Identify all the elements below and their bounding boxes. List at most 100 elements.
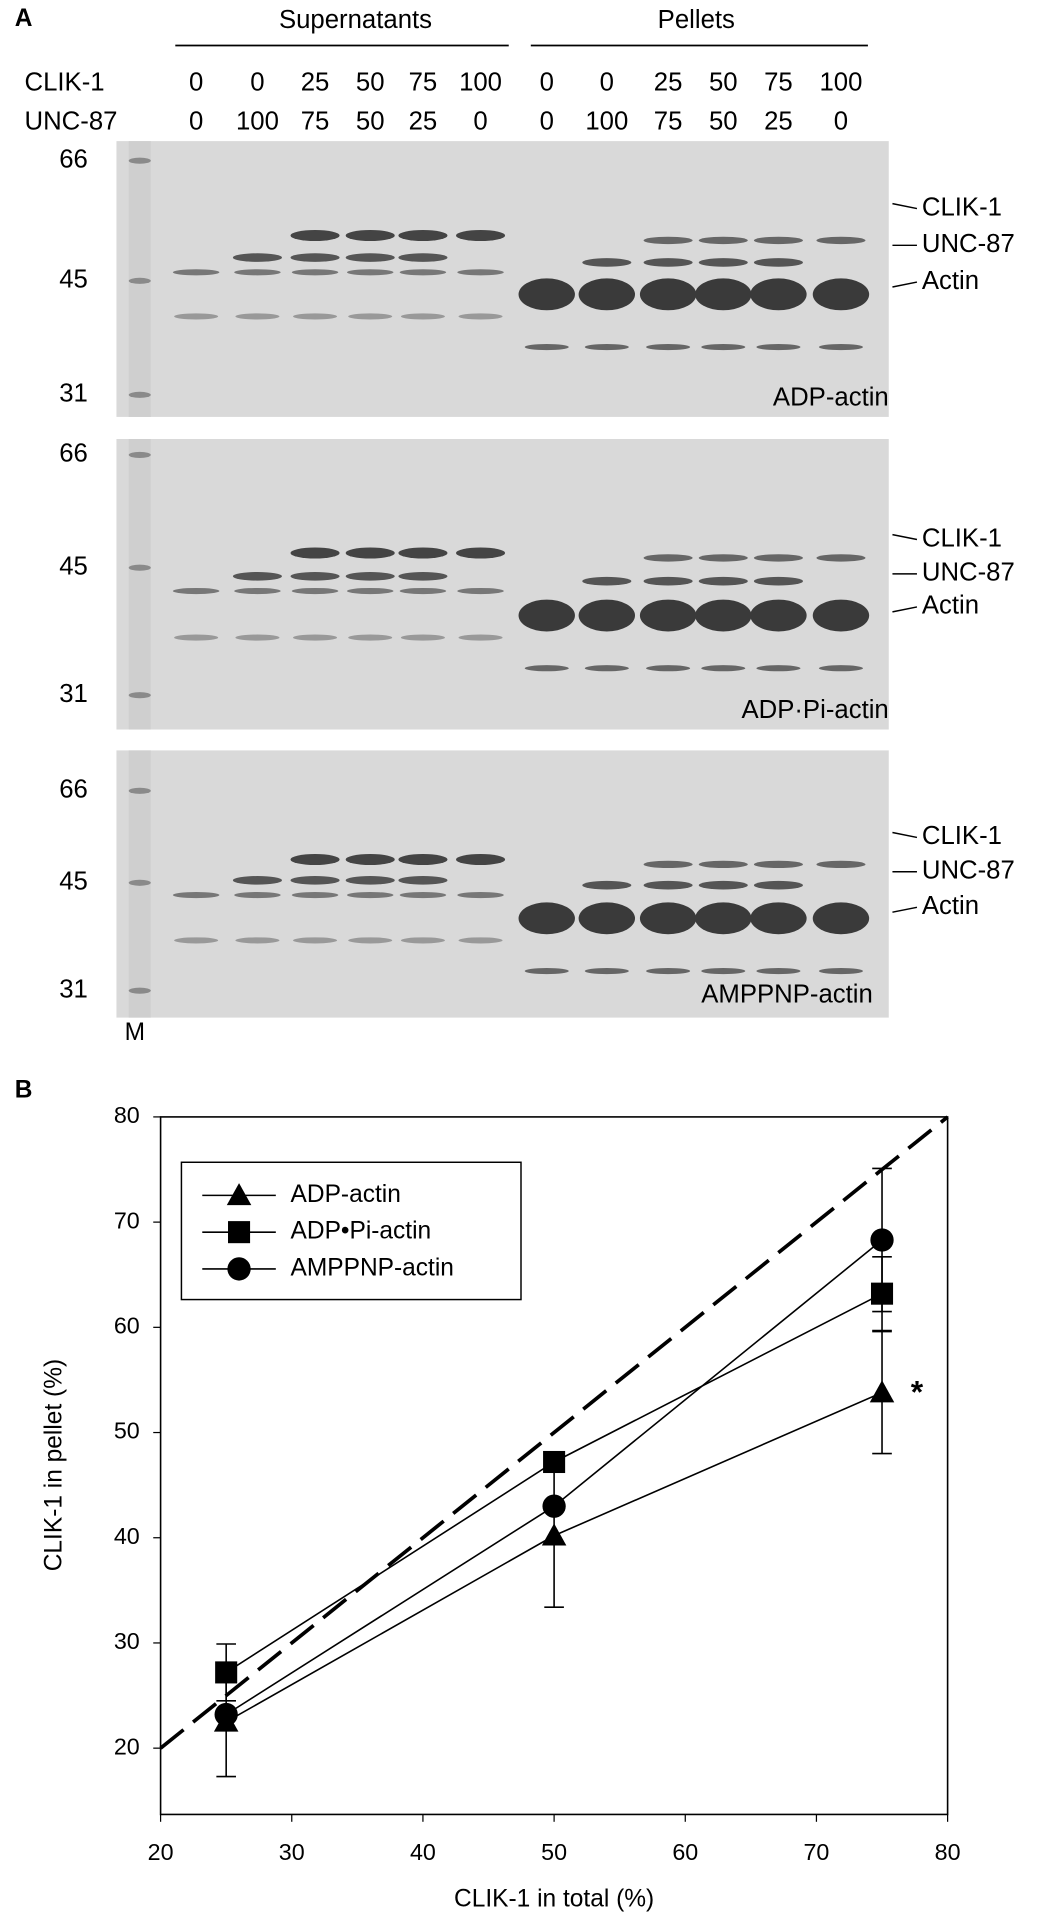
gels: 66 45 31 CLIK-1 UNC-87 Actin ADP-actin 66 45 31 CL… [59,141,1015,1018]
band-label: Actin [922,267,979,295]
marker-band [128,157,151,164]
marker [228,1221,251,1244]
band [524,343,569,351]
marker [214,1702,238,1727]
band [582,258,632,267]
band [345,229,395,242]
band [456,229,506,242]
unc87-amount: 0 [473,108,487,136]
band [290,253,340,262]
y-tick-label: 40 [114,1523,140,1549]
band [456,547,506,559]
band [643,258,693,267]
band [345,547,395,559]
unc87-amount: 0 [540,108,554,136]
band [818,343,864,351]
band [235,937,280,944]
panel-label: B [15,1077,33,1104]
clik1-amount: 0 [540,68,554,96]
band [518,599,575,632]
band-label: CLIK-1 [922,193,1002,221]
gel-name: ADP·Pi-actin [741,696,888,724]
band [584,967,629,975]
reference-line [159,1115,949,1750]
band [701,967,746,975]
band [518,278,575,311]
clik1-amount: 50 [356,68,385,96]
x-axis-label: CLIK-1 in total (%) [454,1886,654,1913]
band [235,313,280,320]
legend-label: ADP-actin [291,1181,401,1208]
legend: ADP-actin ADP•Pi-actin AMPPNP-actin [180,1161,522,1301]
band [398,547,448,559]
clik1-amount: 25 [654,68,683,96]
band [756,967,801,975]
band [399,269,447,276]
band [816,860,866,869]
band [232,876,282,885]
band [232,253,282,262]
band [756,665,801,672]
band [290,229,340,242]
band-label: CLIK-1 [922,524,1002,552]
band [524,665,569,672]
band [698,880,748,890]
unc87-amount: 0 [189,108,203,136]
band [524,967,569,975]
clik1-amount: 0 [600,68,614,96]
marker-lane [128,439,151,730]
marker-band [128,391,151,398]
band [578,902,636,935]
y-tick-label: 80 [114,1102,140,1128]
x-tick-label: 60 [672,1839,698,1865]
panel-label: A [15,5,33,32]
band [753,880,803,890]
band-leader [892,906,918,913]
band [234,891,281,899]
band [695,902,752,935]
clik1-amount: 25 [301,68,330,96]
band [172,269,220,276]
band [232,572,282,581]
band [750,599,807,632]
band [643,860,693,869]
y-tick-label: 70 [114,1207,140,1233]
band [235,634,280,641]
marker-band [128,451,151,459]
x-tick-label: 80 [935,1839,961,1865]
band [400,937,445,944]
unc87-amount: 25 [409,108,438,136]
band [457,269,504,276]
band [290,572,340,581]
marker-label: 45 [59,266,88,294]
band [398,572,448,581]
band-label: UNC-87 [922,230,1015,258]
band [457,891,504,899]
marker-label: 66 [59,776,88,804]
band [818,967,864,975]
gel-name: ADP-actin [773,383,889,411]
band [348,313,393,320]
band-label: CLIK-1 [922,822,1002,850]
band [398,253,448,262]
band [698,576,748,586]
clik1-amount: 75 [409,68,438,96]
band [753,554,803,562]
marker [869,1380,895,1403]
band [518,902,575,935]
clik1-amount: 50 [709,68,738,96]
band [172,587,220,595]
band [639,902,697,935]
x-tick-label: 70 [803,1839,829,1865]
plot: 20 30 40 50 60 70 8020304050607080*ADP-actinAD… [114,1102,961,1865]
band-label: Actin [922,892,979,920]
clik1-amount: 100 [819,68,862,96]
lane-label: M [125,1019,145,1046]
clik1-amount: 0 [189,68,203,96]
unc87-amount: 75 [301,108,330,136]
band [643,236,693,245]
group-label: Pellets [658,6,735,34]
band [578,278,636,311]
band [292,313,338,320]
band [457,587,504,595]
